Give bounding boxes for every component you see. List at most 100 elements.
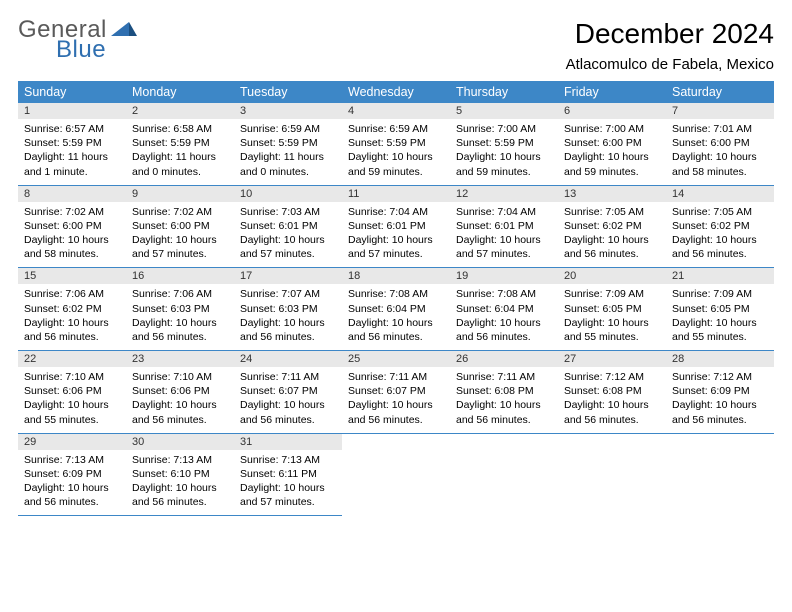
sunrise-line: Sunrise: 7:13 AM (24, 454, 104, 466)
day-info-cell: Sunrise: 7:05 AMSunset: 6:02 PMDaylight:… (558, 202, 666, 268)
day-info-cell: Sunrise: 7:03 AMSunset: 6:01 PMDaylight:… (234, 202, 342, 268)
day-info-cell: Sunrise: 7:11 AMSunset: 6:07 PMDaylight:… (342, 367, 450, 433)
day-header-cell: Thursday (450, 81, 558, 103)
day-info-cell: Sunrise: 7:13 AMSunset: 6:11 PMDaylight:… (234, 450, 342, 516)
sunrise-line: Sunrise: 7:04 AM (348, 206, 428, 218)
day-info-row: Sunrise: 7:13 AMSunset: 6:09 PMDaylight:… (18, 450, 774, 516)
day-number-cell: 31 (234, 433, 342, 450)
daylight-line: Daylight: 10 hours and 56 minutes. (672, 234, 757, 260)
daylight-line: Daylight: 10 hours and 56 minutes. (240, 399, 325, 425)
daylight-line: Daylight: 10 hours and 55 minutes. (24, 399, 109, 425)
day-number-cell: 6 (558, 103, 666, 119)
daylight-line: Daylight: 10 hours and 56 minutes. (672, 399, 757, 425)
day-number-cell (666, 433, 774, 450)
sunrise-line: Sunrise: 7:09 AM (564, 288, 644, 300)
day-number-cell: 1 (18, 103, 126, 119)
sunrise-line: Sunrise: 7:03 AM (240, 206, 320, 218)
day-info-cell: Sunrise: 7:01 AMSunset: 6:00 PMDaylight:… (666, 119, 774, 185)
day-number-cell: 14 (666, 185, 774, 202)
day-info-cell: Sunrise: 7:06 AMSunset: 6:02 PMDaylight:… (18, 284, 126, 350)
sunset-line: Sunset: 5:59 PM (348, 137, 426, 149)
day-number-cell: 7 (666, 103, 774, 119)
daylight-line: Daylight: 10 hours and 59 minutes. (456, 151, 541, 177)
day-info-row: Sunrise: 7:06 AMSunset: 6:02 PMDaylight:… (18, 284, 774, 350)
daylight-line: Daylight: 10 hours and 56 minutes. (564, 234, 649, 260)
day-number-cell (342, 433, 450, 450)
logo: General Blue (18, 18, 137, 62)
daylight-line: Daylight: 10 hours and 56 minutes. (132, 482, 217, 508)
day-number-cell: 24 (234, 351, 342, 368)
day-number-cell: 29 (18, 433, 126, 450)
daylight-line: Daylight: 10 hours and 56 minutes. (564, 399, 649, 425)
day-info-row: Sunrise: 7:10 AMSunset: 6:06 PMDaylight:… (18, 367, 774, 433)
sunset-line: Sunset: 6:03 PM (240, 303, 318, 315)
sunset-line: Sunset: 6:08 PM (564, 385, 642, 397)
day-number-cell: 5 (450, 103, 558, 119)
day-info-cell (450, 450, 558, 516)
day-info-cell: Sunrise: 7:02 AMSunset: 6:00 PMDaylight:… (18, 202, 126, 268)
sunrise-line: Sunrise: 7:10 AM (24, 371, 104, 383)
day-number-cell: 10 (234, 185, 342, 202)
day-number-cell: 23 (126, 351, 234, 368)
location-subtitle: Atlacomulco de Fabela, Mexico (566, 56, 774, 73)
day-info-cell: Sunrise: 6:59 AMSunset: 5:59 PMDaylight:… (342, 119, 450, 185)
daylight-line: Daylight: 10 hours and 57 minutes. (456, 234, 541, 260)
day-header-cell: Friday (558, 81, 666, 103)
day-info-cell: Sunrise: 7:12 AMSunset: 6:09 PMDaylight:… (666, 367, 774, 433)
sunrise-line: Sunrise: 7:00 AM (564, 123, 644, 135)
logo-triangle-icon (111, 22, 137, 45)
daylight-line: Daylight: 10 hours and 56 minutes. (456, 399, 541, 425)
day-info-row: Sunrise: 6:57 AM Sunset: 5:59 PM Daylight:… (18, 119, 774, 185)
day-number-row: 15161718192021 (18, 268, 774, 285)
day-number-cell: 27 (558, 351, 666, 368)
sunset-line: Sunset: 6:05 PM (672, 303, 750, 315)
sunset-line: Sunset: 5:59 PM (24, 137, 102, 149)
day-number-cell: 3 (234, 103, 342, 119)
sunset-line: Sunset: 6:09 PM (672, 385, 750, 397)
daylight-line: Daylight: 10 hours and 56 minutes. (24, 482, 109, 508)
sunrise-line: Sunrise: 6:59 AM (240, 123, 320, 135)
day-info-cell (342, 450, 450, 516)
day-info-row: Sunrise: 7:02 AM Sunset: 6:00 PM Daylight:… (18, 202, 774, 268)
sunset-line: Sunset: 6:00 PM (672, 137, 750, 149)
day-info-cell: Sunrise: 7:13 AMSunset: 6:10 PMDaylight:… (126, 450, 234, 516)
sunrise-line: Sunrise: 7:11 AM (456, 371, 535, 383)
day-info-cell: Sunrise: 7:04 AMSunset: 6:01 PMDaylight:… (450, 202, 558, 268)
sunset-line: Sunset: 6:05 PM (564, 303, 642, 315)
day-number-cell: 16 (126, 268, 234, 285)
day-info-cell: Sunrise: 7:08 AMSunset: 6:04 PMDaylight:… (450, 284, 558, 350)
daylight-line: Daylight: 10 hours and 59 minutes. (564, 151, 649, 177)
daylight-line: Daylight: 10 hours and 55 minutes. (672, 317, 757, 343)
sunset-line: Sunset: 6:07 PM (240, 385, 318, 397)
sunrise-line: Sunrise: 7:07 AM (240, 288, 320, 300)
daylight-line: Daylight: 10 hours and 56 minutes. (348, 399, 433, 425)
sunrise-line: Sunrise: 6:57 AM (24, 123, 104, 135)
day-header-row: SundayMondayTuesdayWednesdayThursdayFrid… (18, 81, 774, 103)
sunset-line: Sunset: 6:04 PM (348, 303, 426, 315)
day-info-cell: Sunrise: 7:06 AMSunset: 6:03 PMDaylight:… (126, 284, 234, 350)
daylight-line: Daylight: 11 hours and 1 minute. (24, 151, 108, 177)
sunrise-line: Sunrise: 7:10 AM (132, 371, 212, 383)
day-info-cell: Sunrise: 6:58 AMSunset: 5:59 PMDaylight:… (126, 119, 234, 185)
day-info-cell: Sunrise: 7:05 AMSunset: 6:02 PMDaylight:… (666, 202, 774, 268)
sunset-line: Sunset: 6:00 PM (24, 220, 102, 232)
daylight-line: Daylight: 10 hours and 57 minutes. (132, 234, 217, 260)
daylight-line: Daylight: 11 hours and 0 minutes. (132, 151, 216, 177)
day-info-cell: Sunrise: 7:09 AMSunset: 6:05 PMDaylight:… (558, 284, 666, 350)
sunrise-line: Sunrise: 7:05 AM (672, 206, 752, 218)
day-number-row: 1234567 (18, 103, 774, 119)
day-number-cell: 12 (450, 185, 558, 202)
day-info-cell: Sunrise: 7:13 AMSunset: 6:09 PMDaylight:… (18, 450, 126, 516)
day-number-cell: 9 (126, 185, 234, 202)
sunset-line: Sunset: 5:59 PM (240, 137, 318, 149)
title-block: December 2024 Atlacomulco de Fabela, Mex… (566, 18, 774, 73)
day-number-cell: 20 (558, 268, 666, 285)
day-number-cell (558, 433, 666, 450)
day-number-cell: 30 (126, 433, 234, 450)
day-number-cell (450, 433, 558, 450)
sunrise-line: Sunrise: 7:02 AM (132, 206, 212, 218)
daylight-line: Daylight: 10 hours and 57 minutes. (240, 234, 325, 260)
month-title: December 2024 (566, 18, 774, 50)
sunrise-line: Sunrise: 7:01 AM (672, 123, 752, 135)
day-number-cell: 19 (450, 268, 558, 285)
